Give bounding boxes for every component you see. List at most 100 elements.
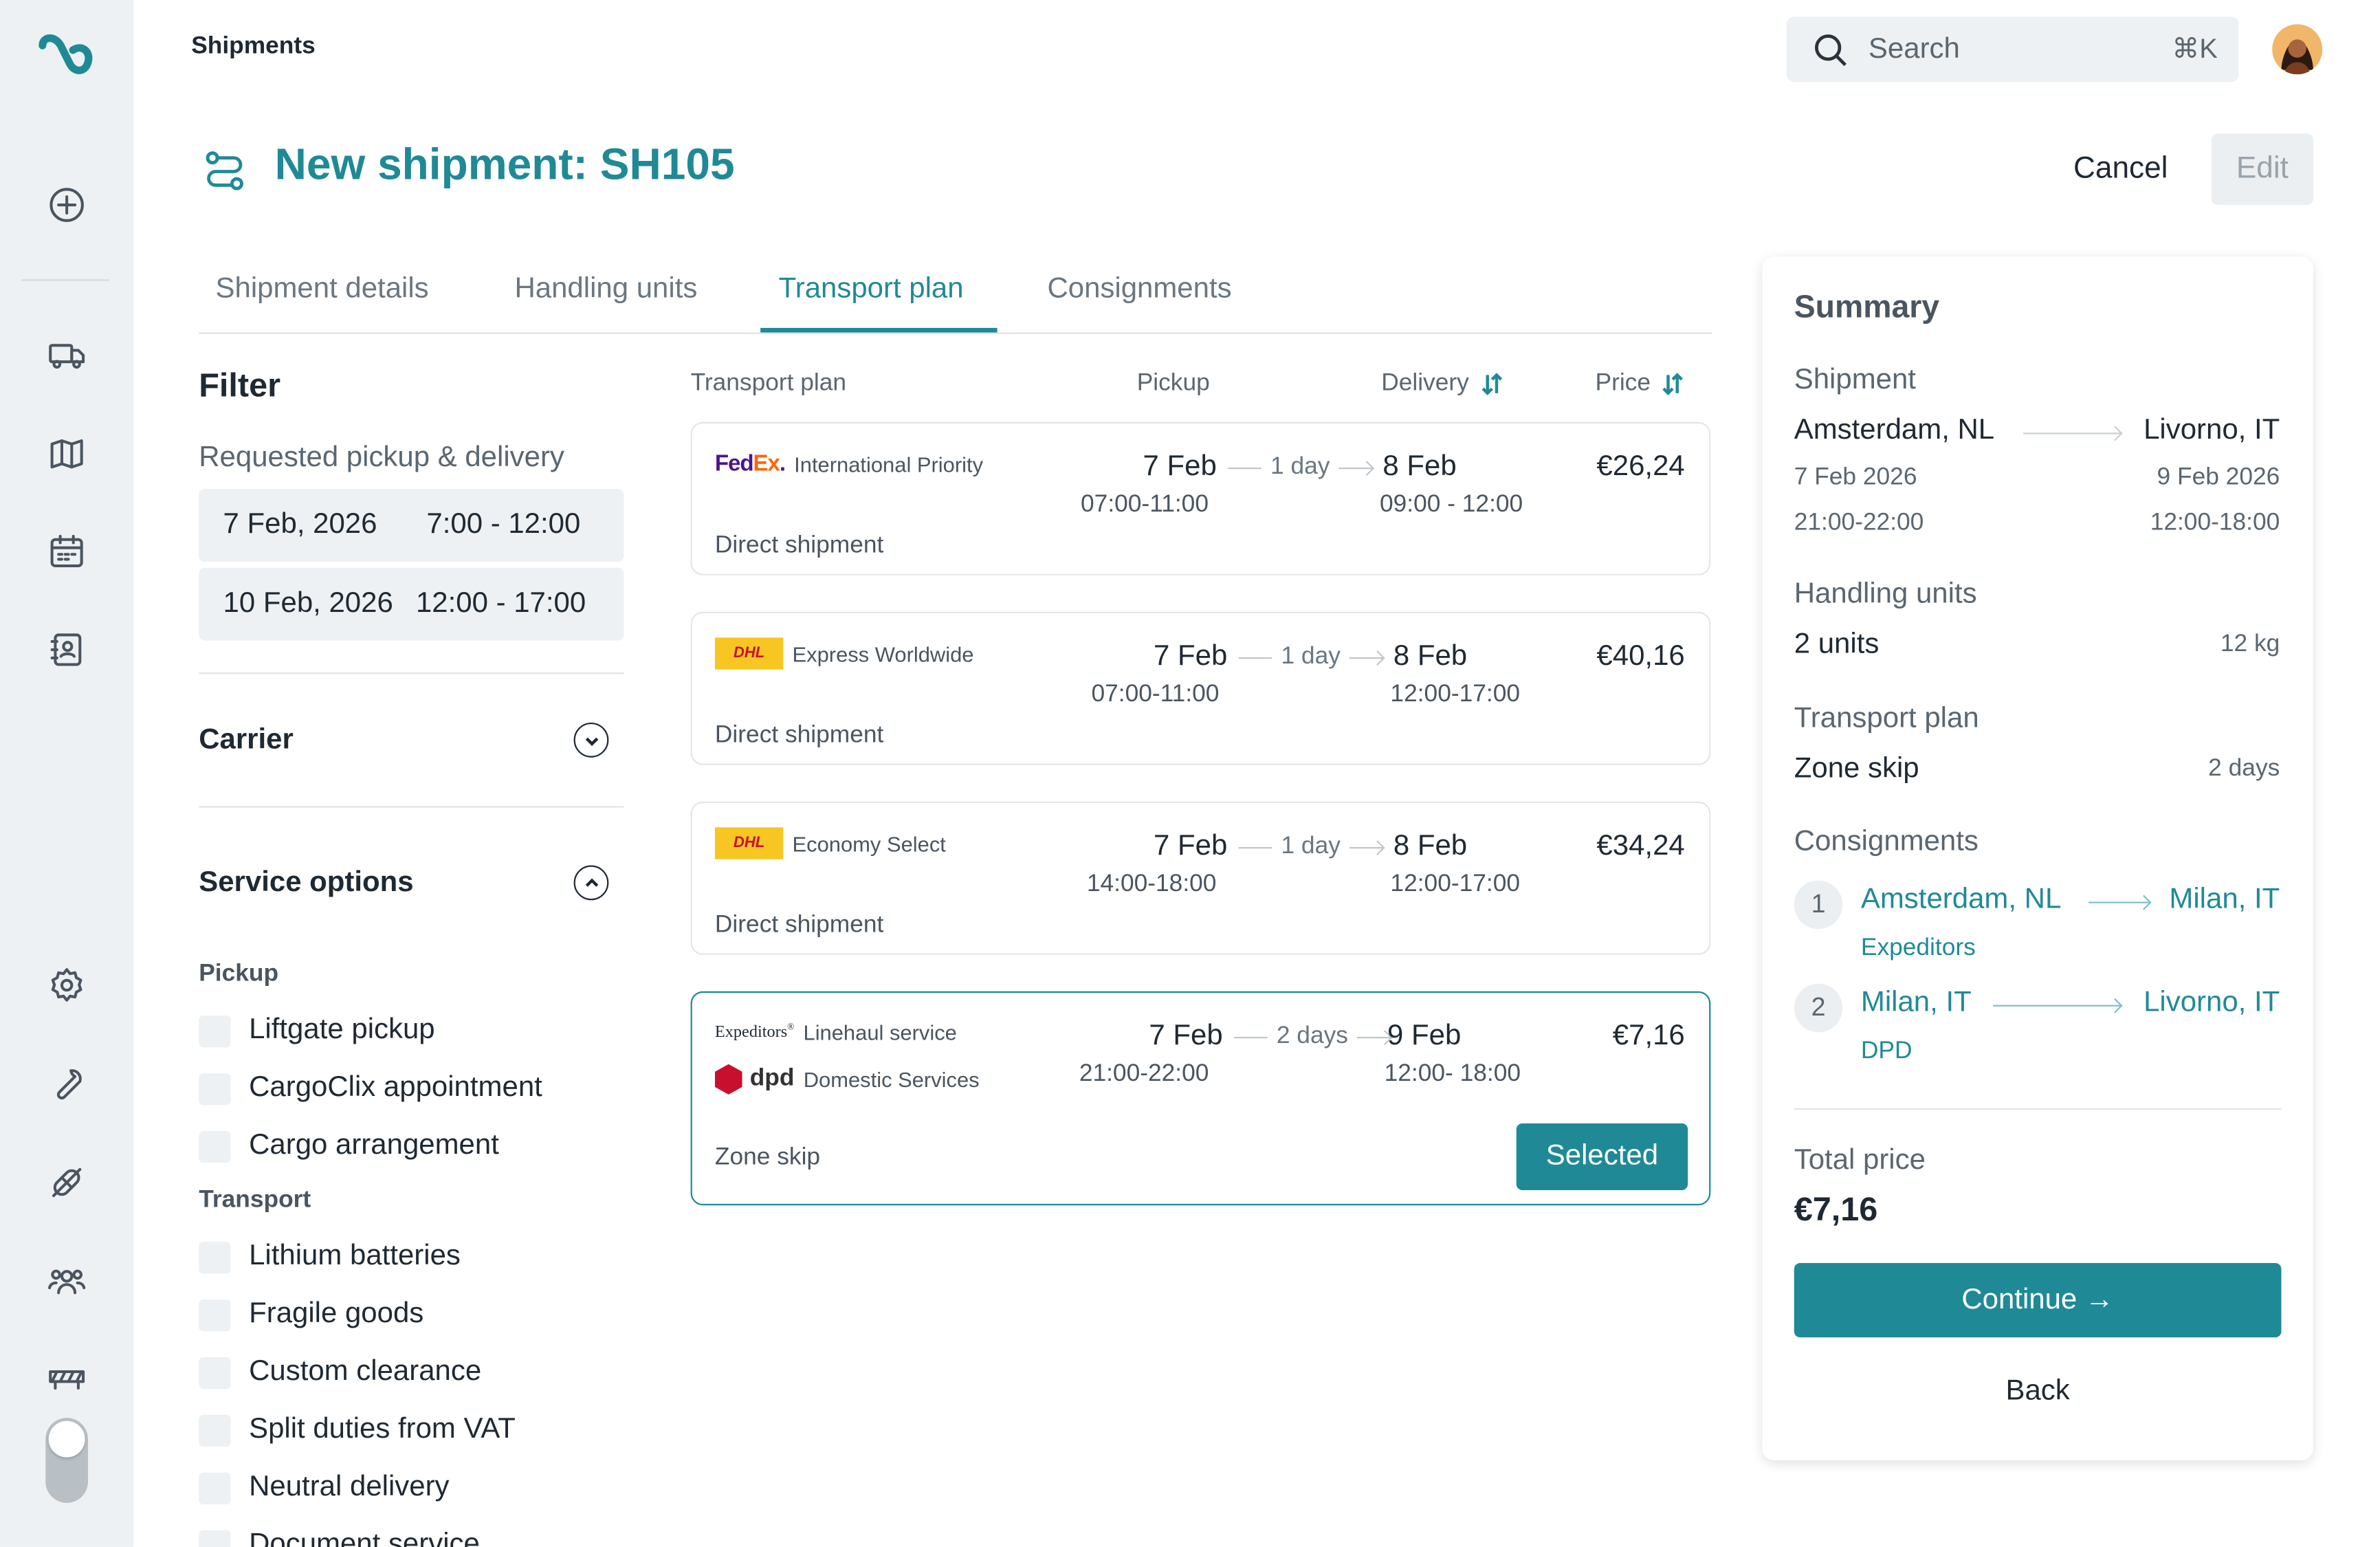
- carrier-logo: FedEx. International Priority: [715, 451, 983, 477]
- search-icon: [1815, 34, 1847, 65]
- consignment-from[interactable]: Amsterdam, NL: [1860, 883, 2062, 916]
- carrier-section-label[interactable]: Carrier: [199, 724, 294, 756]
- page-title: New shipment: SH105: [274, 141, 735, 190]
- continue-button[interactable]: Continue →: [1794, 1262, 2282, 1338]
- plan-card-zone-skip[interactable]: Expeditors® Linehaul service dpd Domesti…: [690, 991, 1711, 1206]
- back-button[interactable]: Back: [2005, 1375, 2070, 1407]
- divider: [1794, 1108, 2282, 1110]
- avatar[interactable]: [2272, 24, 2323, 75]
- plan-name: Zone skip: [1794, 753, 1919, 785]
- total-price: €7,16: [1794, 1189, 1878, 1229]
- checkbox-fragile-goods[interactable]: Fragile goods: [199, 1298, 423, 1332]
- price: €34,24: [1596, 830, 1685, 863]
- contacts-icon[interactable]: [41, 624, 93, 675]
- wrench-icon[interactable]: [41, 1058, 93, 1110]
- consignment-from[interactable]: Milan, IT: [1860, 987, 1972, 1019]
- consignment-number: 1: [1794, 880, 1843, 930]
- checkbox-cargo-arrangement[interactable]: Cargo arrangement: [199, 1130, 499, 1163]
- plan-card-dhl-express[interactable]: DHL Express Worldwide 7 Feb 1 day 8 Feb …: [690, 611, 1711, 765]
- checkbox-cargoclix-appointment[interactable]: CargoClix appointment: [199, 1072, 542, 1106]
- consignment-carrier: DPD: [1860, 1038, 1913, 1064]
- add-icon[interactable]: [41, 179, 93, 231]
- chevron-up-icon[interactable]: [573, 865, 609, 901]
- carrier-logo: DHL Economy Select: [714, 827, 946, 859]
- expeditors-logo-icon: Expeditors®: [714, 1023, 795, 1042]
- plan-card-fedex-international[interactable]: FedEx. International Priority 7 Feb 1 da…: [690, 421, 1711, 575]
- delivery-time: 12:00-17:00: [1390, 871, 1521, 897]
- shipment-kind: Zone skip: [714, 1144, 821, 1171]
- destination-time: 12:00-18:00: [2150, 509, 2280, 536]
- transit-duration: 1 day: [1228, 454, 1373, 481]
- tab-consignments[interactable]: Consignments: [1047, 273, 1232, 305]
- map-icon[interactable]: [41, 428, 93, 480]
- route-icon: [200, 146, 249, 195]
- pickup-time: 21:00-22:00: [1079, 1061, 1209, 1087]
- plan-duration: 2 days: [2208, 756, 2280, 782]
- search-input[interactable]: Search ⌘K: [1786, 17, 2239, 83]
- truck-icon[interactable]: [41, 329, 93, 381]
- col-header-price[interactable]: Price: [1596, 371, 1687, 398]
- cancel-button[interactable]: Cancel: [2073, 151, 2168, 186]
- handling-units-label: Handling units: [1794, 578, 1977, 611]
- delivery-date: 8 Feb: [1393, 640, 1468, 673]
- destination-date: 9 Feb 2026: [2157, 464, 2280, 491]
- consignment-to[interactable]: Livorno, IT: [2144, 987, 2280, 1019]
- calendar-icon[interactable]: [41, 525, 93, 577]
- price: €7,16: [1612, 1020, 1685, 1053]
- delivery-window-field[interactable]: 10 Feb, 2026 12:00 - 17:00: [199, 567, 624, 641]
- consignment-carrier: Expeditors: [1860, 935, 1976, 961]
- sort-icon: [1663, 373, 1684, 395]
- shipment-destination: Livorno, IT: [2144, 414, 2280, 447]
- side-rail: [0, 0, 134, 1547]
- price: €40,16: [1596, 640, 1685, 673]
- delivery-time: 12:00 - 17:00: [415, 587, 586, 619]
- active-tab-indicator: [760, 327, 998, 333]
- pickup-date: 7 Feb: [1154, 830, 1228, 863]
- search-shortcut: ⌘K: [2172, 33, 2218, 64]
- route-arrow: [2023, 432, 2121, 435]
- plan-card-dhl-economy[interactable]: DHL Economy Select 7 Feb 1 day 8 Feb 14:…: [690, 801, 1711, 955]
- integration-plug-icon[interactable]: [41, 1156, 93, 1208]
- dpd-logo-icon: dpd: [714, 1064, 794, 1095]
- checkbox-lithium-batteries[interactable]: Lithium batteries: [199, 1240, 461, 1274]
- tab-shipment-details[interactable]: Shipment details: [215, 273, 429, 305]
- tab-bar: Shipment details Handling units Transpor…: [199, 261, 1712, 334]
- selected-button[interactable]: Selected: [1516, 1123, 1688, 1190]
- checkbox-document-service[interactable]: Document service: [199, 1528, 480, 1547]
- checkbox-custom-clearance[interactable]: Custom clearance: [199, 1356, 481, 1390]
- barrier-icon[interactable]: [41, 1354, 93, 1405]
- service-name: International Priority: [794, 451, 984, 476]
- consignment-to[interactable]: Milan, IT: [2169, 883, 2280, 916]
- pickup-time: 07:00-11:00: [1081, 492, 1209, 518]
- checkbox-neutral-delivery[interactable]: Neutral delivery: [199, 1471, 450, 1504]
- pickup-window-field[interactable]: 7 Feb, 2026 7:00 - 12:00: [199, 488, 624, 562]
- delivery-date: 8 Feb: [1382, 450, 1457, 483]
- settings-gear-icon[interactable]: [41, 959, 93, 1011]
- col-header-delivery[interactable]: Delivery: [1381, 371, 1506, 398]
- theme-toggle[interactable]: [45, 1418, 89, 1503]
- service-name-2: Domestic Services: [803, 1067, 980, 1092]
- origin-time: 21:00-22:00: [1794, 509, 1924, 536]
- carrier-logo-2: dpd Domestic Services: [714, 1064, 980, 1095]
- checkbox-split-duties[interactable]: Split duties from VAT: [199, 1414, 516, 1447]
- tab-handling-units[interactable]: Handling units: [514, 273, 698, 305]
- shipment-origin: Amsterdam, NL: [1794, 414, 1995, 447]
- sort-icon: [1481, 373, 1502, 395]
- units-weight: 12 kg: [2220, 631, 2280, 658]
- breadcrumb[interactable]: Shipments: [191, 33, 316, 60]
- transit-duration: 1 day: [1238, 644, 1383, 671]
- divider: [199, 806, 624, 808]
- delivery-time: 12:00- 18:00: [1384, 1061, 1521, 1087]
- users-icon[interactable]: [41, 1255, 93, 1307]
- edit-button[interactable]: Edit: [2211, 133, 2313, 206]
- chevron-down-icon[interactable]: [573, 722, 609, 758]
- delivery-date: 9 Feb: [1387, 1020, 1462, 1053]
- shipment-kind: Direct shipment: [714, 912, 884, 939]
- checkbox-liftgate-pickup[interactable]: Liftgate pickup: [199, 1014, 435, 1048]
- carrier-logo: Expeditors® Linehaul service: [715, 1020, 957, 1044]
- tab-transport-plan[interactable]: Transport plan: [778, 273, 964, 305]
- app-logo-icon[interactable]: [34, 28, 100, 88]
- service-options-section-label[interactable]: Service options: [199, 866, 414, 899]
- pickup-time: 7:00 - 12:00: [426, 508, 581, 541]
- pickup-date: 7 Feb: [1154, 640, 1228, 673]
